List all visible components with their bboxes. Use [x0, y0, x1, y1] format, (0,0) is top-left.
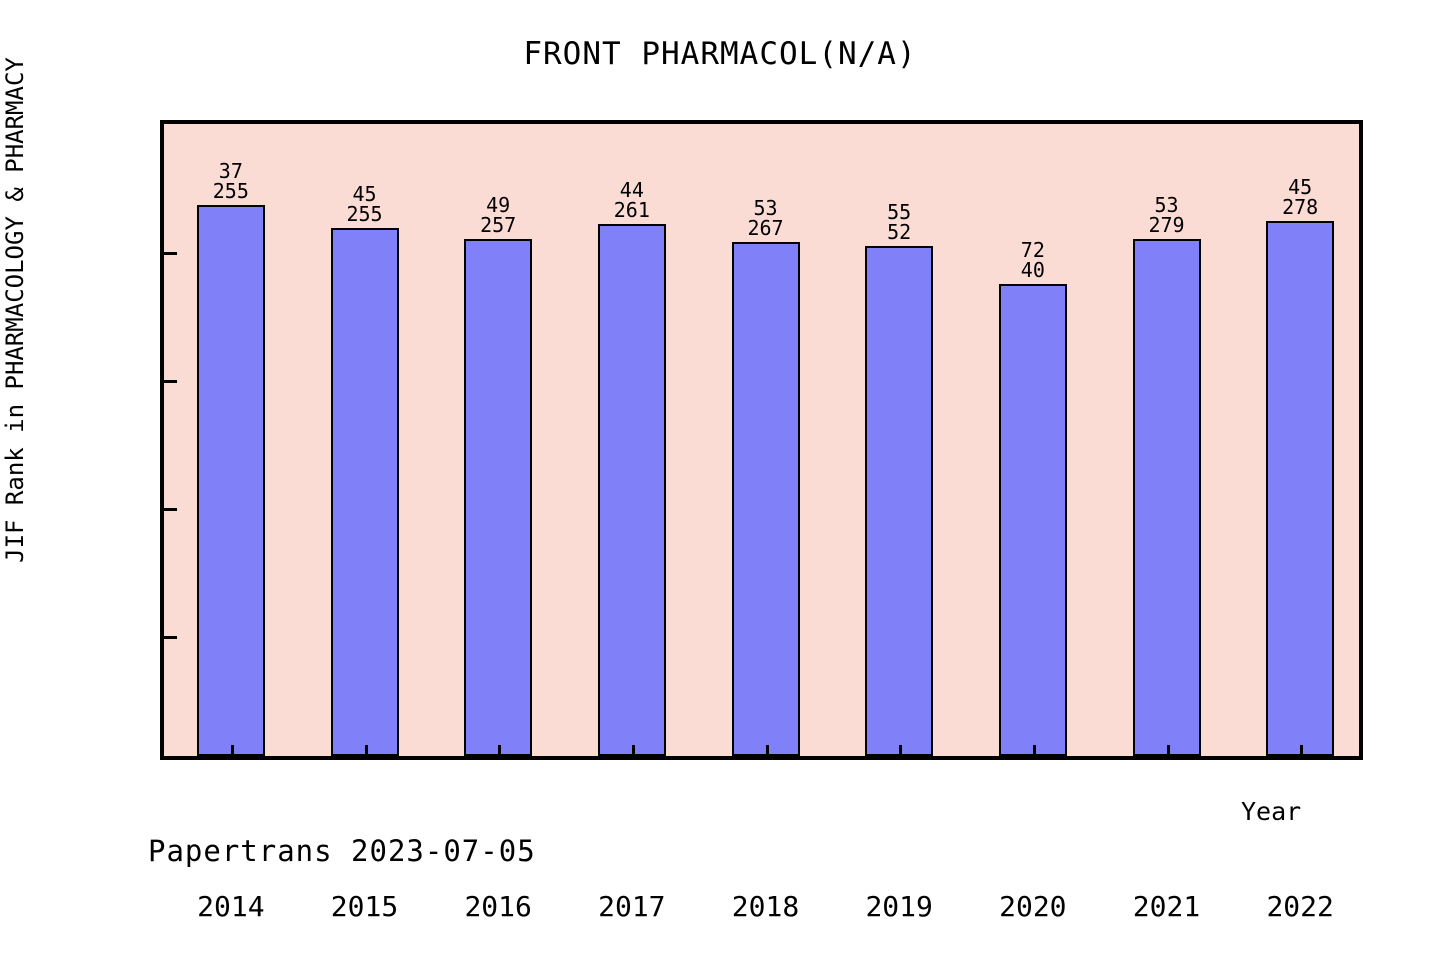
bar-2015 [330, 228, 399, 756]
bar-value-label-2022: 45 278 [1240, 177, 1360, 217]
y-tick-mark-0.2 [164, 636, 177, 639]
plot-area: 37 255 45 255 49 257 44 261 53 267 55 52 72 40 53 279 45… [160, 120, 1363, 923]
page-title: FRONT PHARMACOL(N/A) [523, 36, 917, 72]
bar-rank-value: 45 [352, 182, 377, 206]
bar-total-value: 52 [887, 219, 912, 244]
x-axis-title: Year [1241, 797, 1302, 826]
x-tick-label-2019: 2019 [865, 890, 933, 923]
bar-value-label-2015: 45 255 [305, 184, 425, 224]
x-tick-label-2022: 2022 [1266, 890, 1334, 923]
bar-rank-value: 53 [753, 196, 778, 221]
bar-total-value: 255 [212, 178, 249, 203]
bar-total-value: 267 [747, 216, 784, 241]
x-tick-label-2016: 2016 [464, 890, 532, 923]
bar-rank-value: 72 [1020, 237, 1045, 262]
bar-rank-value: 55 [887, 199, 912, 224]
bar-total-value: 40 [1020, 257, 1045, 282]
y-tick-mark-0.6 [164, 380, 177, 383]
x-tick-label-2015: 2015 [330, 890, 399, 923]
x-tick-mark-2015 [364, 745, 368, 756]
bar-2022 [1266, 220, 1335, 756]
bar-rank-value: 45 [1288, 174, 1313, 199]
bar-2017 [597, 224, 666, 756]
bar-value-label-2018: 53 267 [706, 198, 826, 238]
x-tick-mark-2016 [498, 745, 502, 756]
x-tick-mark-2021 [1166, 745, 1170, 756]
bar-total-value: 279 [1148, 212, 1185, 237]
y-axis-title: JIF Rank in PHARMACOLOGY & PHARMACY [1, 57, 29, 563]
y-tick-mark-0.8 [164, 252, 177, 255]
x-tick-label-2020: 2020 [999, 890, 1067, 923]
bar-value-label-2014: 37 255 [171, 161, 291, 201]
bar-2020 [998, 283, 1067, 756]
x-tick-mark-2014 [230, 745, 234, 756]
bar-value-label-2021: 53 279 [1107, 195, 1227, 235]
bar-value-label-2017: 44 261 [572, 180, 692, 220]
bar-total-value: 257 [480, 212, 517, 237]
x-tick-mark-2022 [1300, 745, 1304, 756]
bar-value-label-2019: 55 52 [839, 202, 959, 242]
y-tick-mark-0.4 [164, 508, 177, 511]
bars-layer: 37 255 45 255 49 257 44 261 53 267 55 52 72 40 53 279 45… [164, 124, 1359, 756]
bar-2018 [731, 242, 800, 756]
x-tick-label-2014: 2014 [197, 890, 265, 923]
x-tick-mark-2018 [765, 745, 769, 756]
x-tick-label-2018: 2018 [731, 890, 800, 923]
bar-total-value: 261 [613, 198, 650, 223]
bar-2014 [196, 204, 265, 756]
x-tick-mark-2020 [1032, 745, 1036, 756]
bar-total-value: 255 [346, 202, 383, 226]
bar-total-value: 278 [1282, 194, 1319, 219]
bar-rank-value: 53 [1154, 192, 1179, 217]
x-tick-label-2017: 2017 [598, 890, 666, 923]
x-tick-mark-2017 [631, 745, 635, 756]
bar-2019 [865, 245, 934, 756]
bar-2016 [464, 238, 533, 756]
x-tick-mark-2019 [899, 745, 903, 756]
bar-rank-value: 49 [486, 192, 511, 217]
bar-value-label-2020: 72 40 [973, 240, 1093, 280]
x-tick-label-2021: 2021 [1132, 890, 1201, 923]
bar-2021 [1132, 238, 1201, 756]
bar-rank-value: 44 [619, 178, 644, 203]
bar-rank-value: 37 [218, 158, 243, 183]
footer-caption: Papertrans 2023-07-05 [148, 834, 536, 868]
bar-value-label-2016: 49 257 [438, 195, 558, 235]
